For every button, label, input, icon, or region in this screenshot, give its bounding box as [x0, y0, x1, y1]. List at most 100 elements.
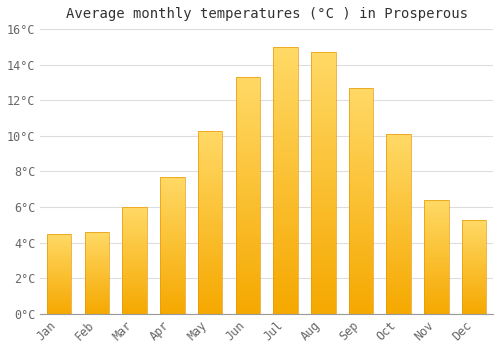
Bar: [274, 254, 298, 257]
Bar: [198, 142, 222, 144]
Bar: [122, 212, 147, 214]
Bar: [84, 291, 109, 292]
Bar: [160, 215, 184, 216]
Bar: [198, 151, 222, 153]
Bar: [386, 258, 411, 260]
Bar: [386, 229, 411, 231]
Bar: [424, 224, 448, 226]
Bar: [47, 237, 72, 238]
Bar: [122, 266, 147, 267]
Bar: [462, 299, 486, 300]
Bar: [122, 230, 147, 231]
Bar: [160, 177, 184, 314]
Bar: [462, 237, 486, 238]
Bar: [386, 235, 411, 237]
Bar: [198, 291, 222, 293]
Bar: [236, 261, 260, 264]
Bar: [311, 154, 336, 157]
Bar: [424, 264, 448, 265]
Bar: [386, 210, 411, 213]
Bar: [424, 284, 448, 285]
Bar: [462, 276, 486, 277]
Bar: [348, 88, 374, 91]
Bar: [348, 220, 374, 223]
Bar: [462, 290, 486, 292]
Bar: [47, 285, 72, 286]
Bar: [386, 307, 411, 309]
Bar: [160, 184, 184, 186]
Bar: [348, 269, 374, 272]
Bar: [122, 294, 147, 295]
Bar: [236, 172, 260, 175]
Bar: [160, 230, 184, 232]
Bar: [462, 260, 486, 261]
Bar: [311, 294, 336, 297]
Bar: [160, 186, 184, 187]
Bar: [348, 308, 374, 311]
Bar: [236, 133, 260, 136]
Bar: [348, 229, 374, 232]
Bar: [348, 130, 374, 133]
Bar: [424, 241, 448, 243]
Bar: [47, 296, 72, 297]
Bar: [348, 125, 374, 127]
Bar: [274, 237, 298, 240]
Bar: [311, 209, 336, 212]
Bar: [348, 150, 374, 153]
Bar: [424, 201, 448, 203]
Bar: [311, 242, 336, 245]
Bar: [386, 166, 411, 168]
Bar: [198, 174, 222, 176]
Bar: [160, 268, 184, 270]
Bar: [122, 291, 147, 293]
Bar: [160, 281, 184, 283]
Bar: [386, 195, 411, 197]
Bar: [160, 264, 184, 266]
Bar: [348, 156, 374, 159]
Bar: [84, 299, 109, 300]
Bar: [160, 218, 184, 220]
Bar: [122, 211, 147, 212]
Bar: [122, 303, 147, 304]
Bar: [424, 275, 448, 277]
Bar: [236, 107, 260, 110]
Bar: [311, 137, 336, 140]
Bar: [424, 253, 448, 254]
Bar: [198, 231, 222, 234]
Bar: [160, 305, 184, 307]
Bar: [47, 248, 72, 249]
Bar: [84, 246, 109, 247]
Bar: [236, 311, 260, 314]
Bar: [198, 240, 222, 243]
Bar: [198, 199, 222, 202]
Bar: [160, 254, 184, 256]
Bar: [462, 275, 486, 276]
Bar: [348, 195, 374, 198]
Bar: [274, 70, 298, 74]
Bar: [311, 176, 336, 180]
Bar: [311, 219, 336, 222]
Bar: [122, 310, 147, 311]
Bar: [160, 273, 184, 274]
Bar: [386, 204, 411, 206]
Bar: [311, 245, 336, 248]
Bar: [274, 74, 298, 77]
Bar: [236, 116, 260, 119]
Bar: [348, 272, 374, 274]
Bar: [160, 237, 184, 238]
Bar: [424, 304, 448, 305]
Bar: [122, 248, 147, 250]
Bar: [386, 222, 411, 224]
Bar: [462, 307, 486, 308]
Bar: [84, 302, 109, 303]
Bar: [386, 206, 411, 208]
Bar: [348, 277, 374, 280]
Bar: [274, 304, 298, 307]
Bar: [386, 287, 411, 289]
Bar: [198, 257, 222, 259]
Bar: [160, 190, 184, 192]
Bar: [348, 246, 374, 249]
Bar: [274, 47, 298, 314]
Bar: [274, 251, 298, 254]
Bar: [462, 285, 486, 286]
